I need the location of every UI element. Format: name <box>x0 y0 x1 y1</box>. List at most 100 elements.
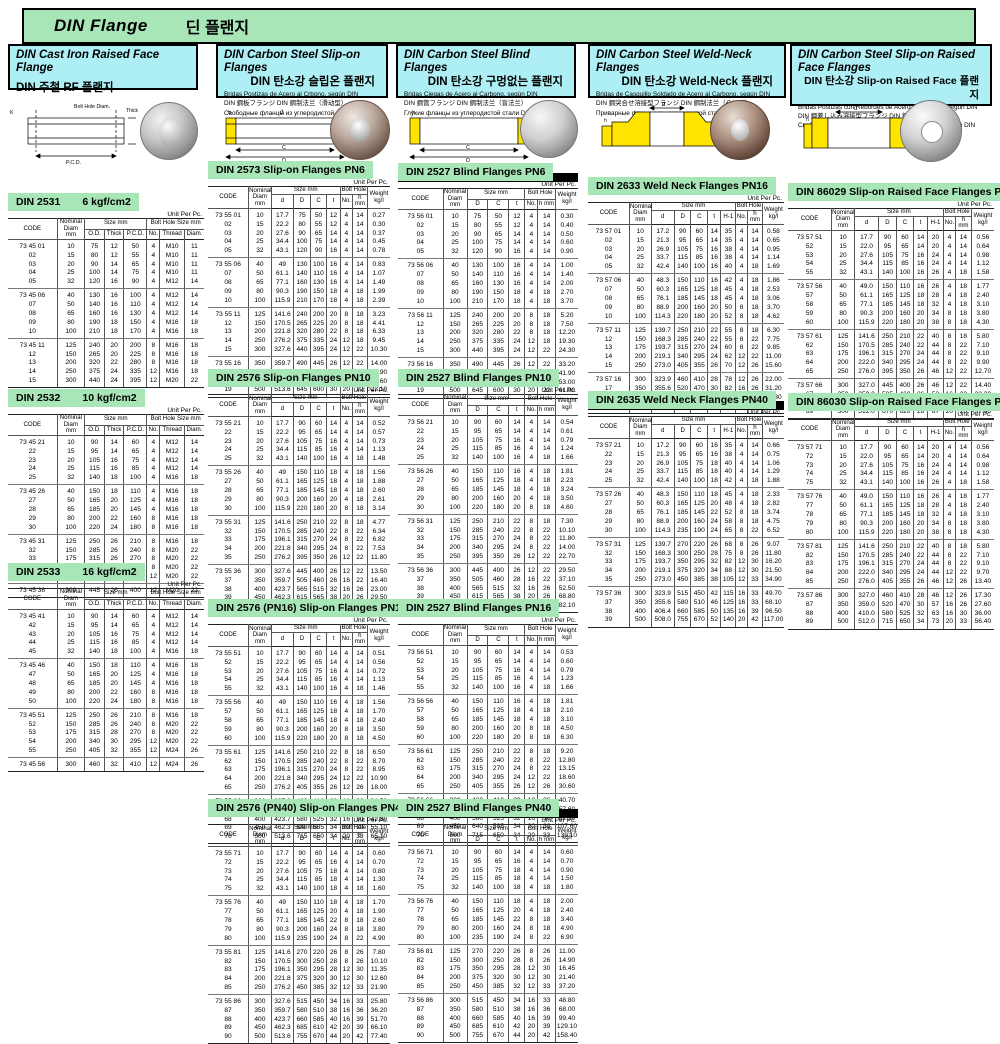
cell-value: 75 <box>309 667 327 677</box>
cell-value: 4 <box>524 875 538 885</box>
cell-value: 0.40 <box>554 221 578 231</box>
cell-code: 73 55 11 <box>215 310 241 318</box>
cell-value: 14 <box>537 230 556 240</box>
cell-value: 65 <box>690 450 708 460</box>
cell-value: 22 <box>955 367 972 380</box>
cell-value: 76.1 <box>650 508 675 518</box>
cell-value: 12 <box>103 239 124 252</box>
cell-value: 160 <box>690 303 708 313</box>
cell-value: 8 <box>735 303 748 313</box>
table-row: 05 32 43.1 120 90 16 4 14 0.78 <box>208 247 390 259</box>
cell-value: 125 <box>248 307 272 320</box>
cell-value: 12 <box>735 567 748 576</box>
cell-value: 515 <box>673 586 691 599</box>
cell-value: 10 <box>56 239 85 252</box>
cell-value: 670 <box>487 1032 509 1044</box>
cell-value: 75 <box>487 239 509 249</box>
cell-code: 30 <box>208 504 249 516</box>
cell-value: 34.4 <box>270 876 294 886</box>
cell-value: 200 <box>442 329 468 339</box>
cell-value: 96.50 <box>761 607 784 617</box>
cell-value: 18 <box>351 708 368 717</box>
table-row: 88 400 410.0 580 525 32 63 16 30 36.00 <box>788 609 994 619</box>
cell-value: 120 <box>466 248 488 260</box>
table-row: 23 20 26.9 105 75 18 40 4 14 1.06 <box>588 459 784 469</box>
cell-value: 22 <box>537 357 556 370</box>
cell-value: 24 <box>913 560 928 570</box>
table-row: 19 500 645 600 30 20 22 61.90 <box>398 387 578 399</box>
cell-value: 16 <box>913 260 928 270</box>
header-title-en-3: DIN Carbon Steel Weld-Neck Flanges <box>596 49 752 75</box>
cell-value: 15 <box>56 251 85 261</box>
cell-value: 14 <box>537 248 556 260</box>
cell-value: 565 <box>487 593 509 603</box>
cell-code: 78 <box>224 916 232 924</box>
cell-code: 50 <box>8 697 57 709</box>
cell-value: M16 <box>159 350 185 360</box>
cell-value: 190 <box>466 288 488 298</box>
cell-value: 460 <box>309 576 327 586</box>
cell-value: 16 <box>913 479 928 491</box>
cell-value: 14 <box>955 230 972 243</box>
table-row: 90 500 513.6 755 670 44 20 42 77.40 <box>208 1033 390 1044</box>
cell-value: 14 <box>746 224 763 237</box>
cell-value: 15 <box>248 658 272 668</box>
cell-value: 10.10 <box>554 526 578 536</box>
cell-value: 90 <box>673 438 691 451</box>
cell-value: 4 <box>146 497 160 506</box>
table-row: 79 80 90.3 200 160 20 34 8 18 3.80 <box>788 519 994 529</box>
col-size-mm: Size mm <box>84 414 147 426</box>
cell-value: 450 <box>487 993 509 1006</box>
cell-value: 165 <box>673 286 691 295</box>
cell-value: 125 <box>720 598 736 608</box>
cell-value: 61.1 <box>270 708 294 717</box>
cell-value: 140 <box>878 479 897 491</box>
cell-value: 18 <box>707 286 721 295</box>
cell-value: 14 <box>746 254 763 264</box>
table-row: 58 65 77.1 185 145 18 4 18 2.40 <box>208 716 390 726</box>
cell-value: 2.00 <box>554 894 578 908</box>
cell-code: 03 <box>28 260 36 268</box>
table-row: 24 25 115 16 85 4 M12 14 <box>8 465 204 475</box>
cell-value: 80 <box>629 303 652 313</box>
cell-value: 141.6 <box>270 745 294 758</box>
unit-per-pc-note: Unit Per Pc. <box>541 387 576 394</box>
cell-value: 18 <box>351 725 368 735</box>
cell-value: 40 <box>442 258 468 272</box>
cell-value: 210 <box>309 745 327 758</box>
cell-value: 14 <box>103 609 124 622</box>
table-row: 77 50 61.1 165 125 18 28 4 18 2.40 <box>788 502 994 511</box>
cell-value: 0.53 <box>554 645 578 658</box>
cell-value: 32 <box>248 885 272 897</box>
cell-value: 14 <box>508 845 525 858</box>
cell-value: 270 <box>673 537 691 550</box>
cell-value: 49 <box>270 257 294 271</box>
cell-value: 85 <box>487 675 509 685</box>
cell-value: 200 <box>831 569 855 578</box>
cell-value: 18 <box>351 916 368 926</box>
cell-value: 85 <box>309 446 327 456</box>
cell-value: 14 <box>537 845 556 858</box>
cell-value: 1.88 <box>366 478 390 487</box>
cell-value: 105 <box>673 459 691 469</box>
table-title: DIN 86030 Slip-on Raised Face Flanges PN… <box>788 393 1000 411</box>
cell-value: 115 <box>84 639 105 649</box>
cell-value: 8 <box>524 915 538 925</box>
cell-value: 150 <box>84 484 105 498</box>
table-row: 73 57 26 40 48.3 150 110 18 45 4 18 2.33 <box>588 487 784 501</box>
cell-value: 95 <box>466 657 488 667</box>
cell-value: 18 <box>746 477 763 489</box>
table-row: 73 55 61 125 141.6 250 210 22 8 18 6.50 <box>208 745 390 758</box>
cell-value: 11.00 <box>554 944 578 957</box>
cell-value: 40 <box>927 539 944 552</box>
table-row: 73 57 81 125 141.6 250 210 22 40 8 18 5.80 <box>788 539 994 552</box>
cell-value: 405 <box>673 361 691 374</box>
cell-value: 11.80 <box>761 549 784 559</box>
table-row: 09 80 190 18 150 4 M16 18 <box>8 318 204 328</box>
cell-value: 90 <box>878 440 897 453</box>
cell-value: 16 <box>326 437 341 447</box>
cell-code: 24 <box>416 445 424 453</box>
cell-value: 25 <box>831 260 855 270</box>
cell-value: 125 <box>442 514 468 527</box>
header-title-en-1: DIN Carbon Steel Slip-on Flanges <box>224 49 361 75</box>
